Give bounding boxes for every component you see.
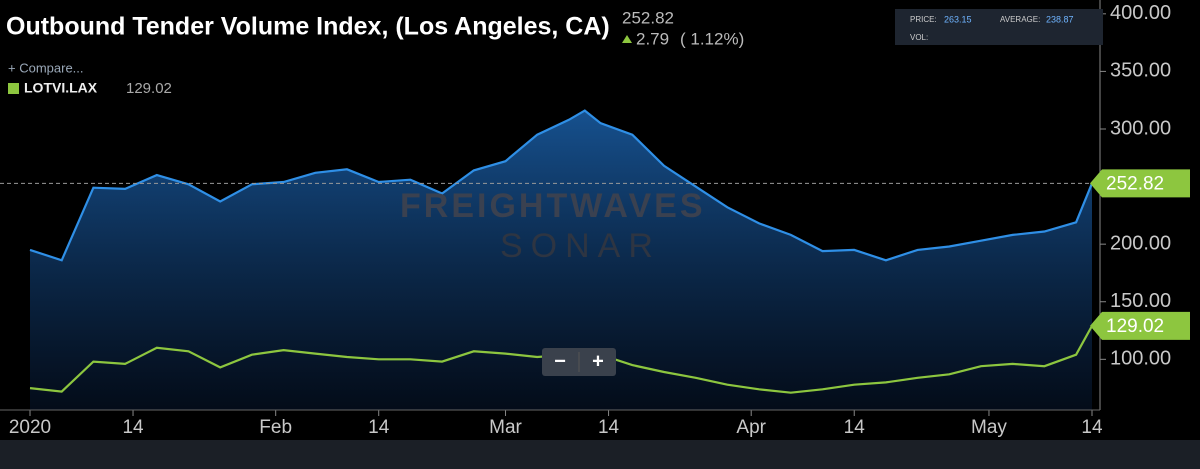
area bbox=[30, 110, 1092, 410]
info-value: 263.15 bbox=[944, 14, 972, 24]
info-value: 238.87 bbox=[1046, 14, 1074, 24]
zoom-out-button[interactable]: − bbox=[554, 350, 566, 372]
zoom-in-button[interactable]: + bbox=[592, 350, 604, 372]
value-flag bbox=[1090, 311, 1190, 340]
y-tick-label: 350.00 bbox=[1110, 60, 1171, 82]
y-tick-label: 200.00 bbox=[1110, 232, 1171, 254]
value-label: 129.02 bbox=[1106, 316, 1164, 337]
legend-swatch bbox=[8, 83, 19, 94]
info-label: PRICE: bbox=[910, 15, 937, 24]
value-flag bbox=[1090, 169, 1190, 198]
x-tick-label: 2020 bbox=[9, 417, 51, 438]
x-tick-label: Apr bbox=[736, 417, 766, 438]
value-label: 252.82 bbox=[1106, 173, 1164, 194]
change: 2.79 bbox=[636, 29, 669, 48]
x-tick-label: May bbox=[971, 417, 1007, 438]
info-label: VOL: bbox=[910, 33, 928, 42]
y-tick-label: 150.00 bbox=[1110, 290, 1171, 312]
legend-label: LOTVI.LAX bbox=[24, 80, 98, 96]
watermark: FREIGHTWAVES bbox=[400, 187, 706, 225]
up-arrow bbox=[622, 35, 632, 43]
x-tick-label: 14 bbox=[368, 417, 390, 438]
line bbox=[29, 109, 1094, 262]
legend-value: 129.02 bbox=[126, 80, 172, 97]
x-tick-label: 14 bbox=[122, 417, 144, 438]
y-tick-label: 400.00 bbox=[1110, 2, 1171, 24]
info-label: AVERAGE: bbox=[1000, 15, 1040, 24]
info-box bbox=[895, 9, 1103, 45]
y-tick-label: 300.00 bbox=[1110, 117, 1171, 139]
chart-title: Outbound Tender Volume Index, (Los Angel… bbox=[6, 13, 610, 41]
compare-link[interactable]: + Compare... bbox=[8, 60, 84, 75]
header-value: 252.82 bbox=[622, 8, 674, 27]
footer-strip bbox=[0, 440, 1200, 469]
x-tick-label: Feb bbox=[259, 417, 292, 438]
watermark: SONAR bbox=[500, 227, 661, 265]
x-tick-label: 14 bbox=[1081, 417, 1103, 438]
x-tick-label: Mar bbox=[489, 417, 522, 438]
change-percent: ( 1.12%) bbox=[680, 29, 744, 48]
x-tick-label: 14 bbox=[844, 417, 866, 438]
y-tick-label: 100.00 bbox=[1110, 348, 1171, 370]
x-tick-label: 14 bbox=[598, 417, 620, 438]
